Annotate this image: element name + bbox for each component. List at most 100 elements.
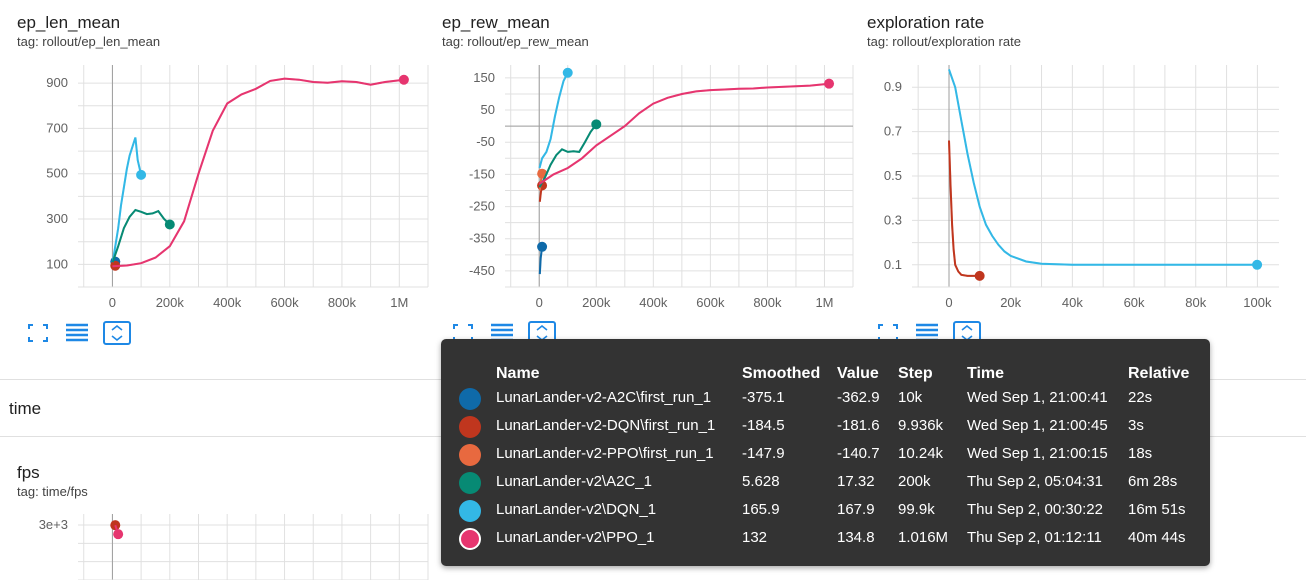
tooltip-cell-value: -140.7	[837, 445, 880, 462]
chart-tag: tag: rollout/ep_len_mean	[17, 34, 161, 49]
ep-len-mean-plot[interactable]: 900 700 500 300 100 0 200k 400k 600k 800k 1M	[28, 55, 429, 325]
tooltip-cell-step: 200k	[898, 473, 931, 490]
fullscreen-icon[interactable]	[24, 321, 52, 345]
series-raw-line	[538, 82, 830, 185]
series-endpoint-marker	[591, 119, 602, 130]
y-tick-label: -50	[476, 134, 495, 149]
tooltip-cell-time: Thu Sep 2, 05:04:31	[967, 473, 1103, 490]
x-tick-label: 800k	[328, 295, 357, 310]
y-tick-label: -450	[469, 263, 495, 278]
y-tick-label: 0.7	[884, 124, 902, 139]
col-header-name: Name	[496, 365, 540, 382]
fullscreen-icon[interactable]	[874, 321, 902, 345]
series-endpoint-marker	[974, 270, 985, 281]
series-endpoint-marker	[136, 169, 147, 180]
series-endpoint-marker	[1252, 259, 1263, 270]
tooltip-cell-time: Wed Sep 1, 21:00:41	[967, 389, 1108, 406]
col-header-step: Step	[898, 365, 933, 382]
series-color-dot	[459, 444, 481, 466]
x-tick-label: 60k	[1124, 295, 1145, 310]
y-tick-label: 150	[473, 70, 495, 85]
y-tick-label: 500	[46, 166, 68, 181]
data-tooltip: Name Smoothed Value Step Time Relative L…	[441, 339, 1210, 566]
section-header-time[interactable]: time	[9, 399, 42, 418]
ep-rew-mean-plot[interactable]: 150 50 -50 -150 -250 -350 -450 0 200k 400k 600k 800…	[455, 55, 865, 325]
x-tick-label: 800k	[753, 295, 782, 310]
x-tick-label: 80k	[1185, 295, 1206, 310]
tooltip-cell-step: 99.9k	[898, 501, 935, 518]
tooltip-cell-value: -181.6	[837, 417, 880, 434]
series-endpoint-marker	[562, 67, 573, 78]
series-raw-line	[112, 77, 405, 268]
series-color-dot	[459, 416, 481, 438]
series-line	[948, 140, 980, 277]
toggle-log-scale-icon[interactable]	[63, 321, 91, 345]
x-tick-label: 1M	[815, 295, 833, 310]
y-tick-label: -150	[469, 166, 495, 181]
tooltip-cell-value: 134.8	[837, 529, 875, 546]
series-line	[112, 77, 405, 268]
tooltip-cell-name: LunarLander-v2\PPO_1	[496, 529, 655, 546]
series-endpoint-marker	[113, 529, 124, 540]
series-endpoint-marker	[110, 520, 121, 531]
tooltip-cell-name: LunarLander-v2-A2C\first_run_1	[496, 389, 712, 406]
exploration-rate-plot[interactable]: 0.9 0.7 0.5 0.3 0.1 0 20k 40k 60k 80k 100k	[877, 55, 1297, 325]
x-tick-label: 400k	[213, 295, 242, 310]
tooltip-cell-value: 17.32	[837, 473, 875, 490]
tooltip-cell-relative: 22s	[1128, 389, 1153, 406]
x-tick-label: 40k	[1062, 295, 1083, 310]
tooltip-cell-value: 167.9	[837, 501, 875, 518]
y-tick-label: 900	[46, 75, 68, 90]
series-endpoint-marker	[398, 74, 409, 85]
x-tick-label: 200k	[582, 295, 611, 310]
y-tick-label: -350	[469, 231, 495, 246]
series-endpoint-marker	[164, 219, 175, 230]
y-tick-label: 0.1	[884, 257, 902, 272]
chart-title: exploration rate	[867, 13, 985, 32]
y-tick-label: 3e+3	[39, 517, 68, 532]
series-line	[538, 82, 830, 185]
tooltip-cell-relative: 3s	[1128, 417, 1144, 434]
tooltip-cell-smoothed: -147.9	[742, 445, 785, 462]
fps-plot[interactable]: 3e+3	[28, 510, 429, 580]
x-tick-label: 0	[536, 295, 543, 310]
col-header-relative: Relative	[1128, 365, 1190, 382]
y-tick-label: 0.5	[884, 168, 902, 183]
y-tick-label: 0.9	[884, 79, 902, 94]
tooltip-cell-step: 1.016M	[898, 529, 949, 546]
toggle-log-scale-icon[interactable]	[913, 321, 941, 345]
col-header-value: Value	[837, 365, 879, 382]
y-tick-label: -250	[469, 199, 495, 214]
tooltip-cell-smoothed: -184.5	[742, 417, 785, 434]
y-tick-label: 100	[46, 256, 68, 271]
tooltip-cell-smoothed: -375.1	[742, 389, 785, 406]
y-tick-label: 300	[46, 211, 68, 226]
series-color-dot	[459, 472, 481, 494]
y-tick-label: 700	[46, 120, 68, 135]
x-tick-label: 20k	[1000, 295, 1021, 310]
tooltip-cell-time: Wed Sep 1, 21:00:45	[967, 417, 1108, 434]
series-line	[538, 72, 569, 169]
series-line	[111, 137, 143, 263]
tooltip-cell-step: 10.24k	[898, 445, 944, 462]
tooltip-cell-time: Thu Sep 2, 01:12:11	[967, 529, 1102, 546]
series-endpoint-marker	[824, 78, 835, 89]
tooltip-cell-relative: 6m 28s	[1128, 473, 1178, 490]
fit-domain-icon[interactable]	[102, 321, 131, 345]
x-tick-label: 600k	[696, 295, 725, 310]
fullscreen-icon[interactable]	[449, 321, 477, 345]
series-line	[111, 208, 171, 263]
toggle-log-scale-icon[interactable]	[488, 321, 516, 345]
y-tick-label: 50	[481, 102, 495, 117]
x-tick-label: 600k	[270, 295, 299, 310]
tooltip-cell-name: LunarLander-v2\DQN_1	[496, 501, 657, 518]
series-line	[948, 69, 1258, 266]
series-endpoint-marker	[537, 241, 548, 252]
x-tick-label: 0	[109, 295, 116, 310]
chart-title: fps	[17, 463, 40, 482]
series-color-dot	[459, 500, 481, 522]
tooltip-cell-time: Wed Sep 1, 21:00:15	[967, 445, 1108, 462]
tooltip-cell-smoothed: 132	[742, 529, 768, 546]
chart-tag: tag: rollout/exploration rate	[867, 34, 1021, 49]
col-header-smoothed: Smoothed	[742, 365, 821, 382]
